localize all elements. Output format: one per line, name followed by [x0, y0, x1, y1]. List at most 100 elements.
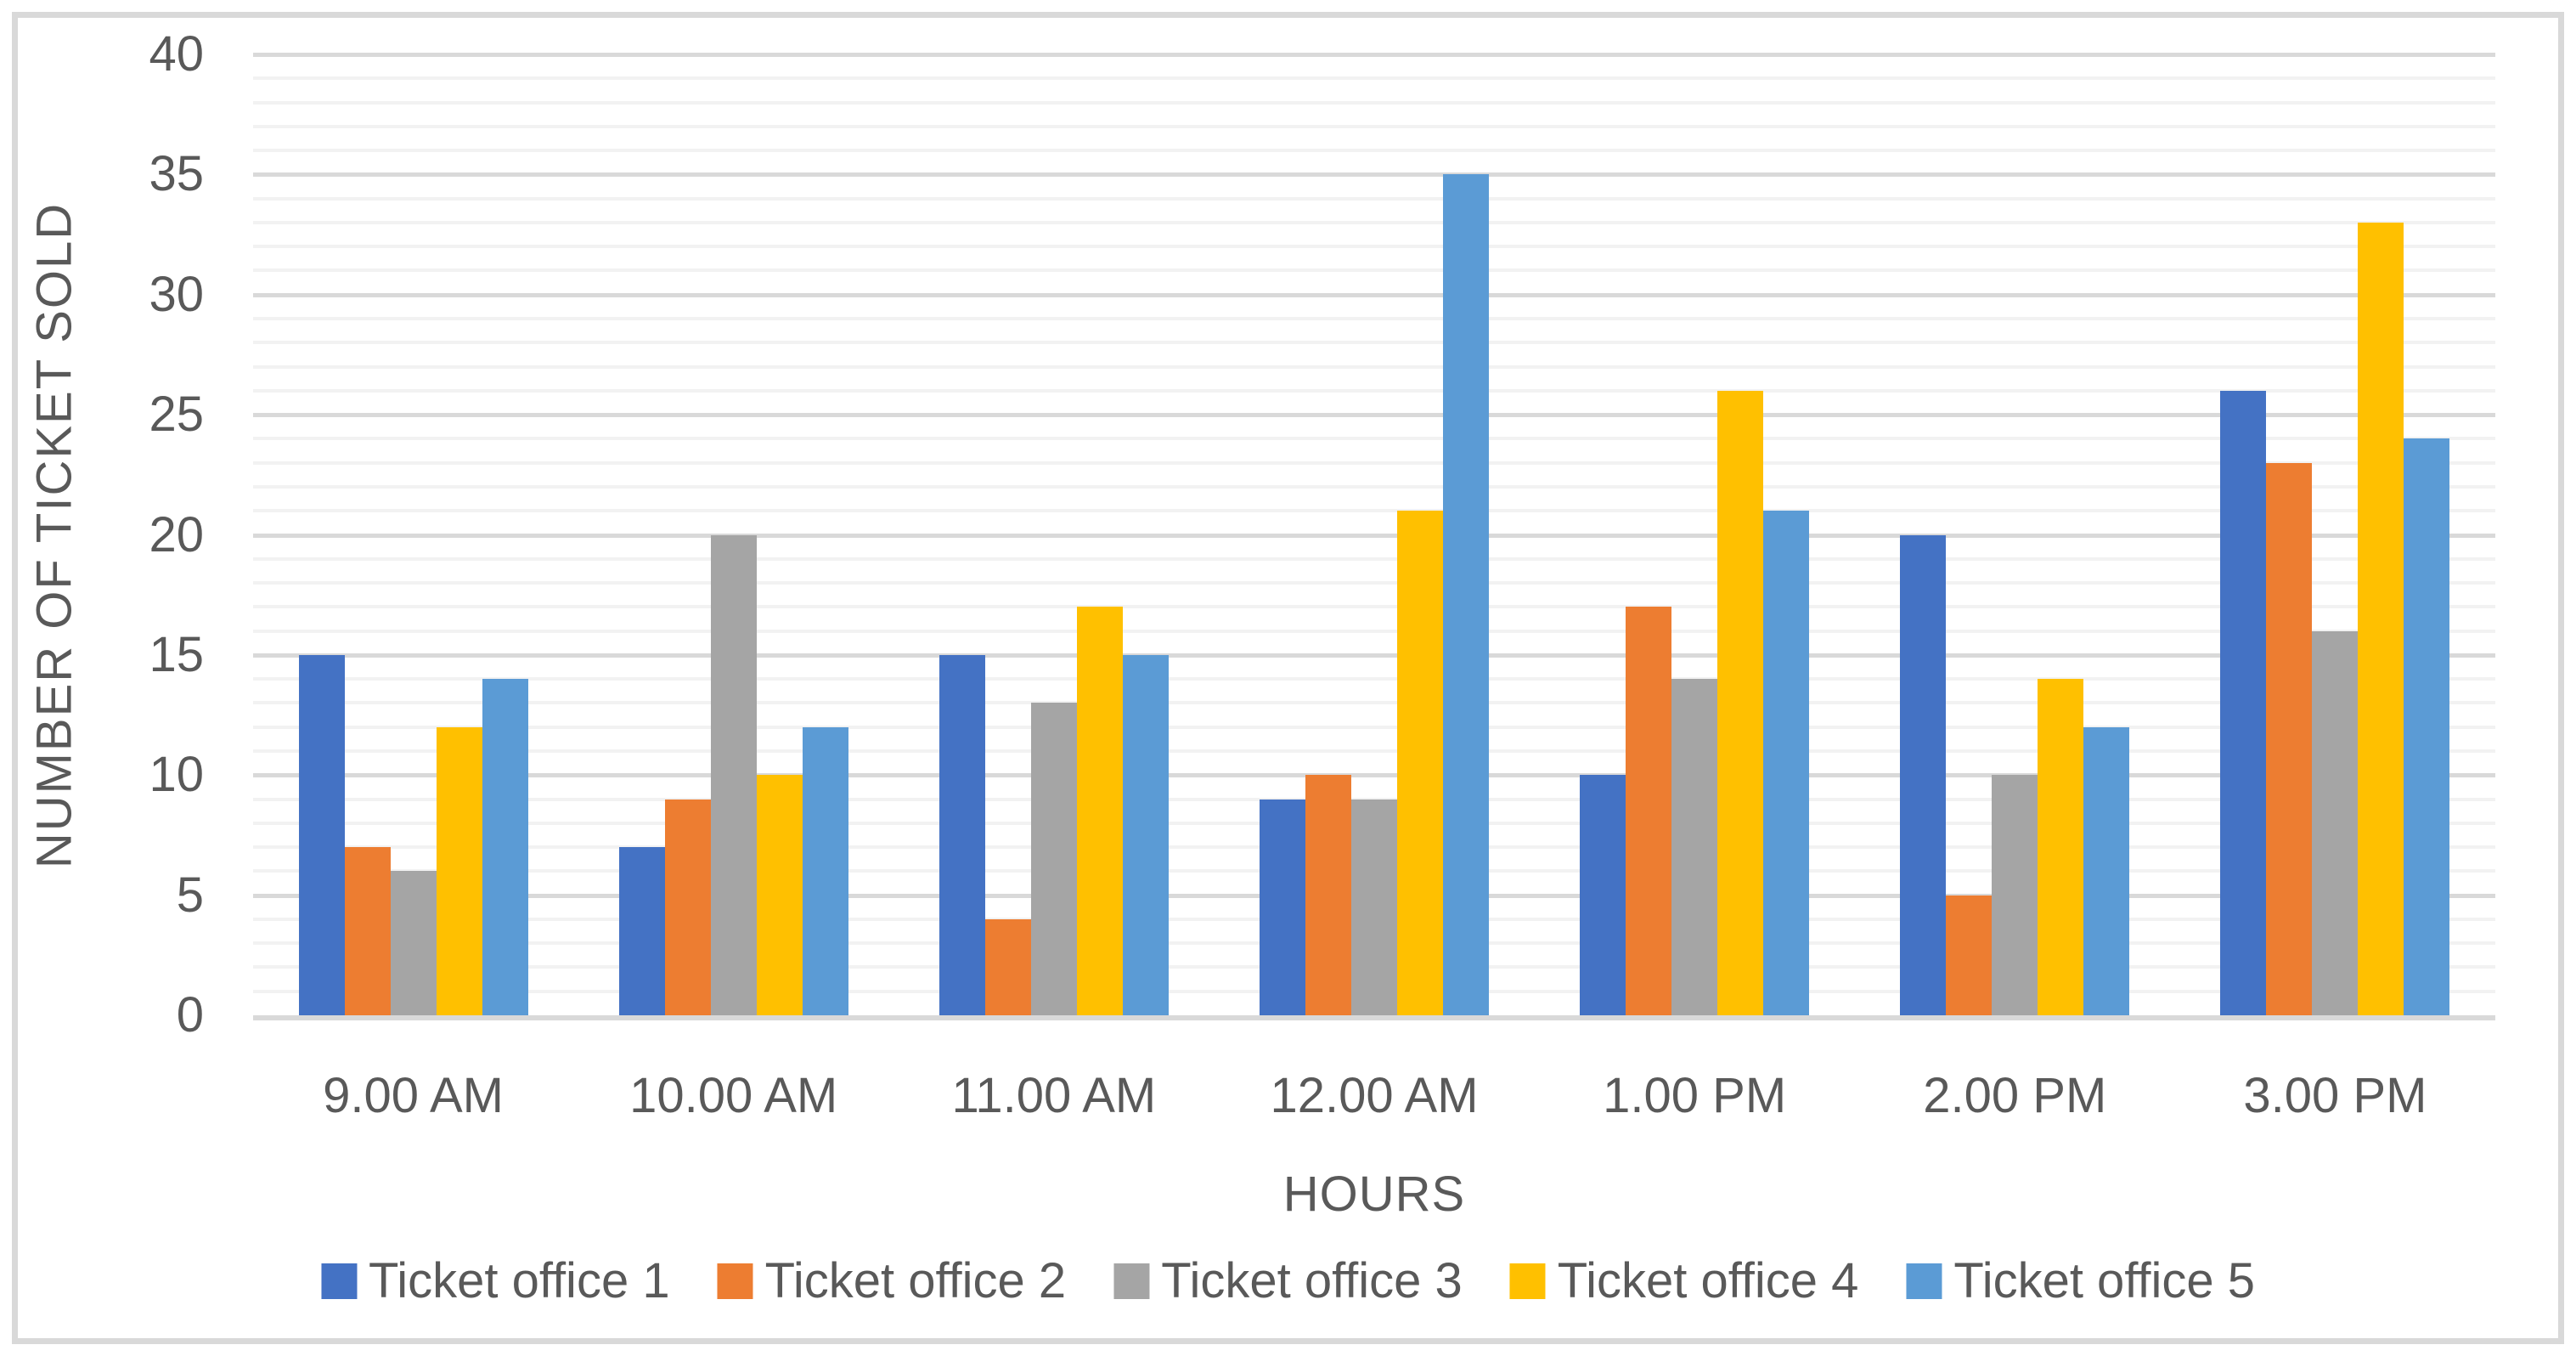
minor-gridline: [253, 677, 2495, 681]
legend-item-ticket-office-5: Ticket office 5: [1906, 1252, 2255, 1309]
minor-gridline: [253, 437, 2495, 441]
minor-gridline: [253, 76, 2495, 81]
bar-ticket-office-2-1-00-pm: [1626, 607, 1672, 1015]
bar-ticket-office-4-10-00-am: [756, 775, 803, 1015]
bar-ticket-office-4-9-00-am: [436, 726, 482, 1015]
y-axis-title: NUMBER OF TICKET SOLD: [26, 201, 82, 869]
bar-ticket-office-5-10-00-am: [802, 726, 848, 1015]
minor-gridline: [253, 196, 2495, 201]
bar-ticket-office-2-10-00-am: [664, 799, 711, 1015]
bar-ticket-office-4-12-00-am: [1397, 511, 1443, 1015]
plot-area: [253, 53, 2495, 1015]
minor-gridline: [253, 460, 2495, 465]
bar-ticket-office-2-12-00-am: [1305, 775, 1351, 1015]
major-gridline: [253, 292, 2495, 297]
minor-gridline: [253, 100, 2495, 105]
bar-ticket-office-3-3-00-pm: [2312, 630, 2359, 1015]
y-tick-label: 35: [149, 146, 204, 202]
bar-ticket-office-3-10-00-am: [710, 534, 757, 1015]
legend-item-ticket-office-4: Ticket office 4: [1509, 1252, 1859, 1309]
x-category-label: 10.00 AM: [629, 1068, 838, 1123]
x-category-label: 12.00 AM: [1270, 1068, 1479, 1123]
y-tick-label: 10: [149, 747, 204, 803]
x-category-label: 9.00 AM: [323, 1068, 504, 1123]
bar-ticket-office-5-1-00-pm: [1763, 511, 1810, 1015]
minor-gridline: [253, 388, 2495, 393]
bar-ticket-office-3-12-00-am: [1351, 799, 1397, 1015]
legend-swatch-icon: [320, 1263, 357, 1299]
bar-ticket-office-1-12-00-am: [1260, 799, 1305, 1015]
legend-swatch-icon: [717, 1263, 753, 1299]
bar-ticket-office-1-1-00-pm: [1580, 775, 1626, 1015]
minor-gridline: [253, 484, 2495, 489]
minor-gridline: [253, 797, 2495, 801]
legend-label: Ticket office 4: [1557, 1253, 1859, 1308]
minor-gridline: [253, 245, 2495, 249]
y-tick-label: 15: [149, 626, 204, 682]
legend-item-ticket-office-3: Ticket office 3: [1113, 1252, 1463, 1309]
minor-gridline: [253, 749, 2495, 753]
major-gridline: [253, 773, 2495, 778]
bar-ticket-office-3-9-00-am: [390, 871, 437, 1015]
legend-label: Ticket office 3: [1161, 1253, 1463, 1308]
major-gridline: [253, 533, 2495, 538]
y-tick-label: 5: [176, 867, 204, 923]
minor-gridline: [253, 149, 2495, 153]
legend-label: Ticket office 2: [764, 1253, 1067, 1308]
legend-swatch-icon: [1509, 1263, 1546, 1299]
major-gridline: [253, 653, 2495, 658]
x-category-label: 3.00 PM: [2243, 1068, 2427, 1123]
minor-gridline: [253, 220, 2495, 224]
minor-gridline: [253, 557, 2495, 561]
legend-label: Ticket office 1: [368, 1253, 670, 1308]
minor-gridline: [253, 725, 2495, 729]
bar-ticket-office-4-3-00-pm: [2358, 222, 2404, 1015]
bar-ticket-office-5-12-00-am: [1443, 174, 1489, 1015]
legend-item-ticket-office-1: Ticket office 1: [320, 1252, 670, 1309]
major-gridline: [253, 172, 2495, 178]
bar-ticket-office-2-2-00-pm: [1946, 895, 1993, 1015]
y-tick-label: 40: [149, 26, 204, 82]
y-tick-label: 30: [149, 266, 204, 322]
bar-ticket-office-1-2-00-pm: [1900, 534, 1947, 1015]
bar-ticket-office-4-11-00-am: [1076, 607, 1123, 1015]
y-tick-label: 20: [149, 506, 204, 562]
x-category-label: 11.00 AM: [951, 1068, 1157, 1123]
legend-swatch-icon: [1113, 1263, 1150, 1299]
chart-border: [12, 12, 2564, 1344]
bar-ticket-office-2-3-00-pm: [2266, 462, 2313, 1015]
x-axis-title: HOURS: [1282, 1167, 1466, 1222]
bar-ticket-office-3-2-00-pm: [1992, 775, 2038, 1015]
minor-gridline: [253, 364, 2495, 369]
legend-label: Ticket office 5: [1953, 1253, 2256, 1308]
bar-ticket-office-1-11-00-am: [939, 654, 985, 1015]
minor-gridline: [253, 629, 2495, 633]
legend-item-ticket-office-2: Ticket office 2: [717, 1252, 1067, 1309]
bar-ticket-office-3-11-00-am: [1030, 703, 1077, 1015]
minor-gridline: [253, 124, 2495, 128]
bar-ticket-office-5-2-00-pm: [2083, 726, 2130, 1015]
minor-gridline: [253, 605, 2495, 609]
x-category-label: 2.00 PM: [1923, 1068, 2107, 1123]
minor-gridline: [253, 509, 2495, 513]
bar-ticket-office-3-1-00-pm: [1671, 679, 1718, 1015]
bar-ticket-office-4-1-00-pm: [1717, 390, 1764, 1015]
x-category-label: 1.00 PM: [1603, 1068, 1787, 1123]
bar-ticket-office-1-3-00-pm: [2220, 390, 2267, 1015]
minor-gridline: [253, 317, 2495, 321]
bar-ticket-office-5-9-00-am: [482, 679, 528, 1015]
bar-ticket-office-1-9-00-am: [298, 654, 345, 1015]
minor-gridline: [253, 268, 2495, 273]
y-tick-label: 0: [176, 987, 204, 1042]
bar-ticket-office-5-3-00-pm: [2404, 438, 2450, 1015]
legend: Ticket office 1 Ticket office 2 Ticket off…: [320, 1252, 2255, 1309]
bar-ticket-office-5-11-00-am: [1122, 654, 1169, 1015]
bar-ticket-office-2-9-00-am: [344, 847, 391, 1015]
minor-gridline: [253, 701, 2495, 705]
minor-gridline: [253, 581, 2495, 585]
bar-ticket-office-1-10-00-am: [618, 847, 665, 1015]
y-tick-label: 25: [149, 387, 204, 443]
bar-ticket-office-4-2-00-pm: [2038, 679, 2084, 1015]
minor-gridline: [253, 341, 2495, 345]
